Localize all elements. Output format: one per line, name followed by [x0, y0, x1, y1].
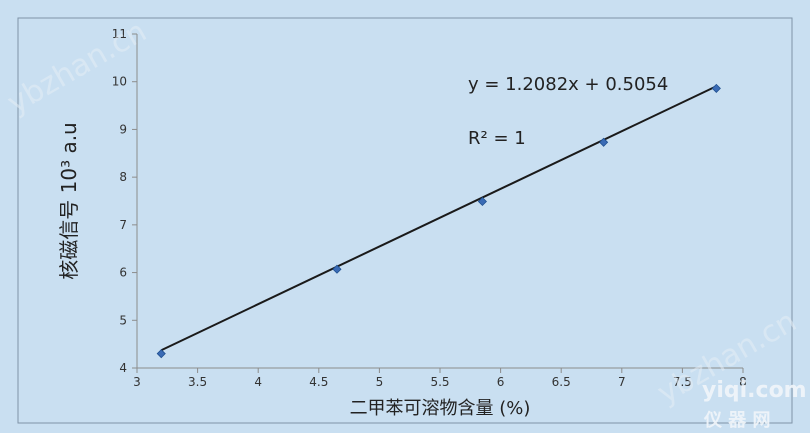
data-point [156, 349, 166, 359]
y-tick-label: 6 [119, 266, 127, 280]
x-tick-label: 7 [618, 375, 626, 389]
y-tick-label: 10 [112, 75, 127, 89]
equation-label: y = 1.2082x + 0.5054 [468, 74, 668, 95]
trendline [160, 85, 717, 352]
x-tick-label: 8 [739, 375, 747, 389]
y-tick-label: 5 [119, 313, 127, 327]
y-tick-label: 4 [119, 361, 127, 375]
x-axis-label: 二甲苯可溶物含量 (%) [350, 398, 531, 419]
x-tick-label: 6.5 [552, 375, 571, 389]
r-squared-label: R² = 1 [468, 128, 526, 149]
points-layer [156, 83, 721, 359]
x-tick-label: 5 [376, 375, 384, 389]
chart-border [17, 17, 793, 424]
y-tick-label: 11 [112, 27, 127, 41]
y-axis-label: 核磁信号 10³ a.u [57, 122, 81, 279]
y-tick-label: 7 [119, 218, 127, 232]
data-point [477, 196, 487, 207]
x-tick-label: 5.5 [430, 375, 449, 389]
data-point [599, 137, 609, 147]
x-tick-label: 4.5 [309, 375, 328, 389]
y-tick-label: 8 [119, 170, 127, 184]
x-tick-label: 3 [133, 375, 141, 389]
axes: 3 3.5 4 4.5 5 5.5 6 6.5 7 7.5 8 4 5 6 7 8 9 10 11 [112, 27, 747, 389]
chart-frame [17, 17, 793, 424]
x-tick-label: 3.5 [188, 375, 207, 389]
x-tick-label: 4 [254, 375, 262, 389]
x-tick-label: 6 [497, 375, 505, 389]
trendline-layer [160, 85, 717, 352]
y-tick-label: 9 [119, 122, 127, 136]
x-tick-label: 7.5 [673, 375, 692, 389]
data-point [332, 264, 342, 274]
data-point [711, 83, 721, 93]
